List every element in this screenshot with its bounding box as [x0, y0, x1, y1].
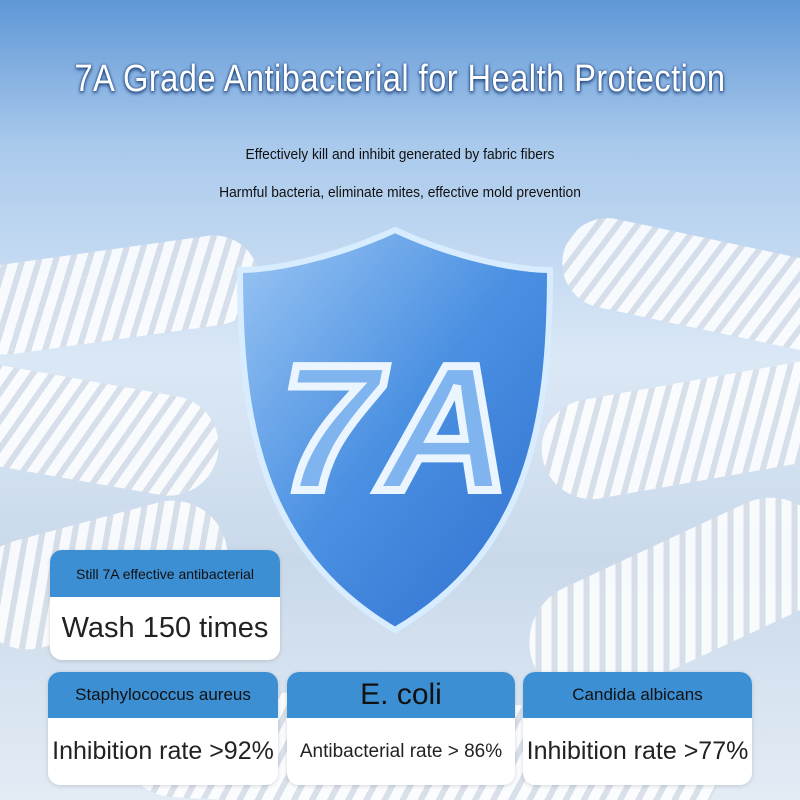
bacteria-card-ecoli: E. coli Antibacterial rate > 86%	[287, 672, 515, 785]
subtitle-line-1: Effectively kill and inhibit generated b…	[245, 146, 555, 163]
card-header: Candida albicans	[523, 672, 752, 718]
page-title: 7A Grade Antibacterial for Health Protec…	[74, 58, 726, 100]
card-header: Staphylococcus aureus	[48, 672, 278, 718]
wash-card-body: Wash 150 times	[61, 612, 269, 644]
card-rate: Antibacterial rate > 86%	[299, 740, 503, 762]
shield-label: 7A	[280, 328, 510, 529]
wash-card: Still 7A effective antibacterial Wash 15…	[50, 550, 280, 660]
subtitle-line-2: Harmful bacteria, eliminate mites, effec…	[219, 184, 581, 201]
shield-icon: 7A	[236, 226, 554, 634]
bacteria-card-staphylococcus: Staphylococcus aureus Inhibition rate >9…	[48, 672, 278, 785]
bacteria-card-candida: Candida albicans Inhibition rate >77%	[523, 672, 752, 785]
wash-card-header: Still 7A effective antibacterial	[50, 550, 280, 597]
card-header: E. coli	[287, 672, 515, 718]
card-rate: Inhibition rate >92%	[52, 737, 274, 765]
card-rate: Inhibition rate >77%	[526, 737, 749, 765]
